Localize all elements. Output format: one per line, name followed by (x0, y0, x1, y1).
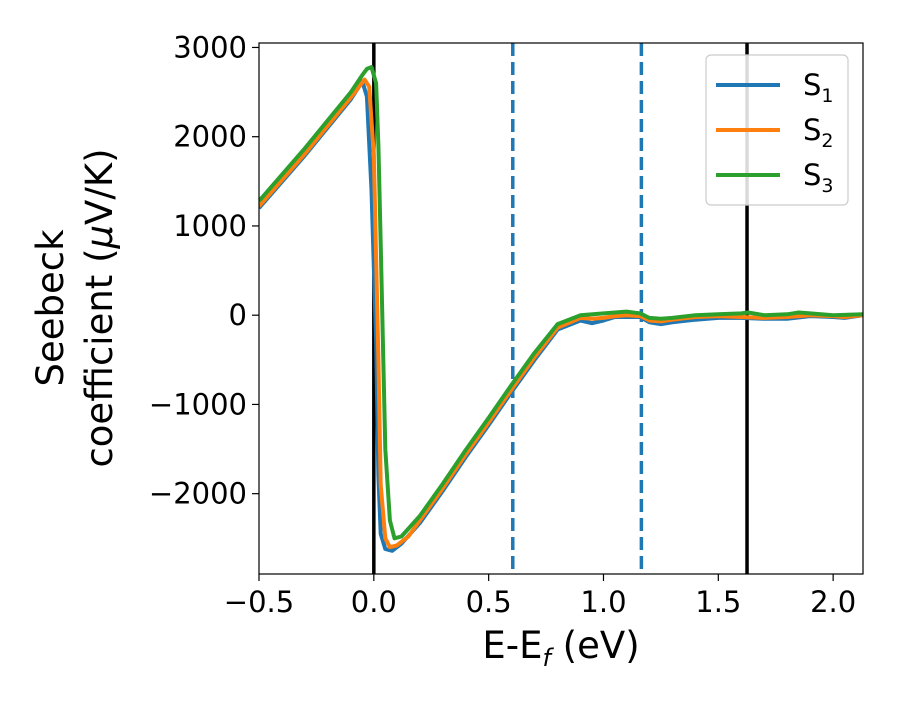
y-tick-label: 0 (229, 298, 247, 332)
x-tick-label: 1.5 (695, 585, 741, 619)
y-tick-label: −2000 (149, 477, 247, 511)
y-tick-label: 3000 (173, 30, 247, 64)
x-tick-label: 0.5 (466, 585, 512, 619)
x-tick-label: 0.0 (351, 585, 397, 619)
legend-label-s2: S2 (803, 113, 834, 152)
series-lines (259, 65, 863, 553)
x-tick-label: −0.5 (224, 585, 294, 619)
legend-label-s1: S1 (803, 68, 834, 107)
y-tick-label: 2000 (173, 120, 247, 154)
legend: S1 S2 S3 (705, 54, 849, 206)
series-line-s3 (259, 65, 863, 541)
x-axis-label: E-Ef (eV) (482, 624, 639, 672)
x-axis-ticks: −0.5 0.0 0.5 1.0 1.5 2.0 (224, 574, 856, 619)
svg-text:Seebeck: Seebeck (29, 229, 72, 387)
svg-text:coefficient (μV/K): coefficient (μV/K) (78, 148, 121, 467)
y-tick-label: 1000 (173, 209, 247, 243)
y-axis-label-line1: Seebeck (29, 229, 72, 387)
legend-label-s3: S3 (803, 158, 834, 197)
plot-frame (258, 42, 864, 575)
x-tick-label: 1.0 (580, 585, 626, 619)
x-tick-label: 2.0 (810, 585, 856, 619)
y-tick-label: −1000 (149, 387, 247, 421)
series-line-s2 (259, 77, 863, 550)
vertical-lines (372, 43, 749, 574)
y-axis-ticks: 3000 2000 1000 0 −1000 −2000 (149, 30, 259, 511)
y-axis-label-line2: coefficient (μV/K) (78, 148, 121, 467)
